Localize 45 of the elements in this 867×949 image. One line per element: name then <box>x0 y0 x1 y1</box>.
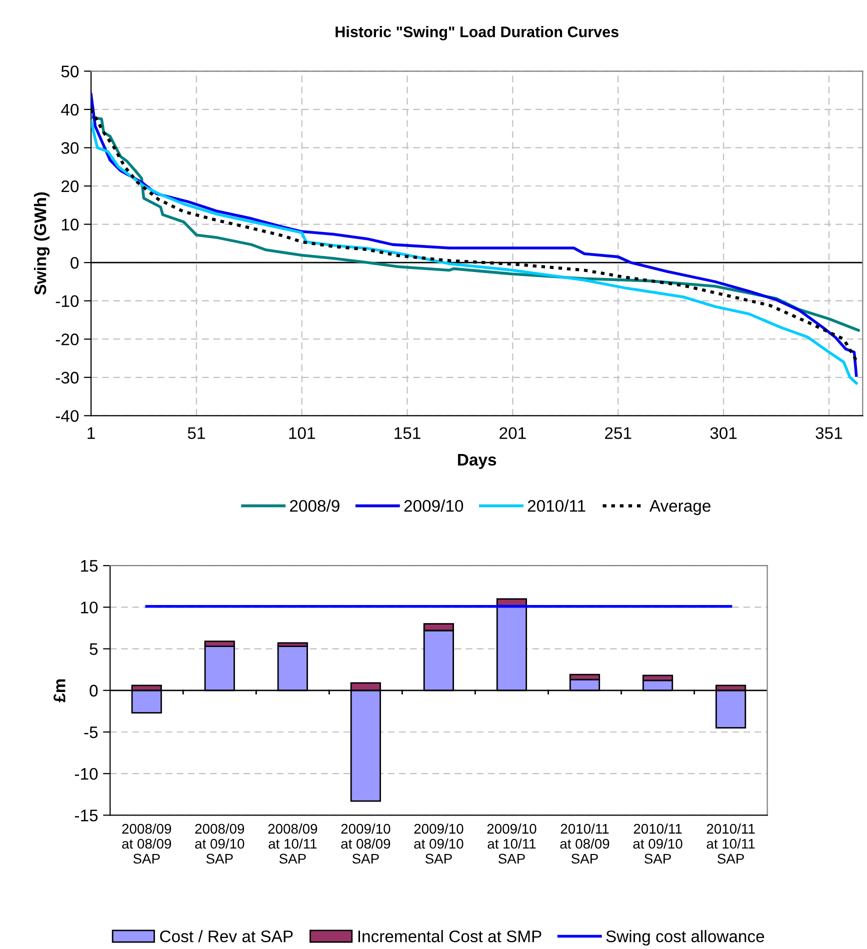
y-tick-label: -30 <box>56 372 79 384</box>
legend-label: 2009/10 <box>404 500 464 512</box>
x-tick-label: 51 <box>188 427 205 440</box>
legend-label: Swing cost allowance <box>606 930 764 946</box>
x-tick-label: 151 <box>394 427 420 440</box>
y-tick-label: 5 <box>90 643 98 656</box>
y-tick-label: -15 <box>74 810 98 822</box>
legend-label: Average <box>649 500 710 516</box>
y-axis-title: Swing (GWh) <box>34 192 50 295</box>
chart-title: Historic "Swing" Load Duration Curves <box>336 26 618 40</box>
legend-label: 2010/11 <box>528 500 586 512</box>
x-tick-label: 2009/10 at 10/11 SAP <box>487 824 536 864</box>
y-tick-label: -40 <box>56 410 79 422</box>
x-tick-label: 2009/10 at 09/10 SAP <box>414 824 464 864</box>
legend-label: Cost / Rev at SAP <box>160 930 293 942</box>
y-tick-label: 30 <box>61 142 79 154</box>
x-tick-label: 2010/11 at 09/10 SAP <box>633 824 682 864</box>
x-tick-label: 301 <box>710 427 737 440</box>
x-tick-label: 201 <box>500 427 526 440</box>
y-tick-label: 50 <box>61 66 79 78</box>
x-tick-label: 251 <box>605 427 632 440</box>
x-axis-title: Days <box>458 454 496 469</box>
y-tick-label: 0 <box>70 256 79 269</box>
y-tick-label: 15 <box>81 560 98 572</box>
x-tick-label: 101 <box>289 427 315 440</box>
x-tick-label: 1 <box>88 427 95 439</box>
y-tick-label: -10 <box>74 768 98 780</box>
x-tick-label: 2009/10 at 08/09 SAP <box>341 824 390 864</box>
x-tick-label: 351 <box>816 427 842 440</box>
x-tick-label: 2008/09 at 10/11 SAP <box>268 824 318 864</box>
y-tick-label: 40 <box>61 104 79 116</box>
legend-label: Incremental Cost at SMP <box>358 930 542 942</box>
x-tick-label: 2008/09 at 08/09 SAP <box>122 824 172 864</box>
y-tick-label: 0 <box>90 684 98 697</box>
y-tick-label: 10 <box>81 602 98 614</box>
y-tick-label: -5 <box>84 726 98 738</box>
y-axis-title: £m <box>54 679 66 702</box>
x-tick-label: 2008/09 at 09/10 SAP <box>195 824 244 864</box>
legend-label: 2008/9 <box>290 500 340 512</box>
y-tick-label: -20 <box>56 334 79 346</box>
x-tick-label: 2010/11 at 10/11 SAP <box>706 824 755 864</box>
y-tick-label: 10 <box>62 218 79 230</box>
x-tick-label: 2010/11 at 08/09 SAP <box>560 824 610 864</box>
y-tick-label: -10 <box>56 295 79 308</box>
y-tick-label: 20 <box>62 180 79 192</box>
